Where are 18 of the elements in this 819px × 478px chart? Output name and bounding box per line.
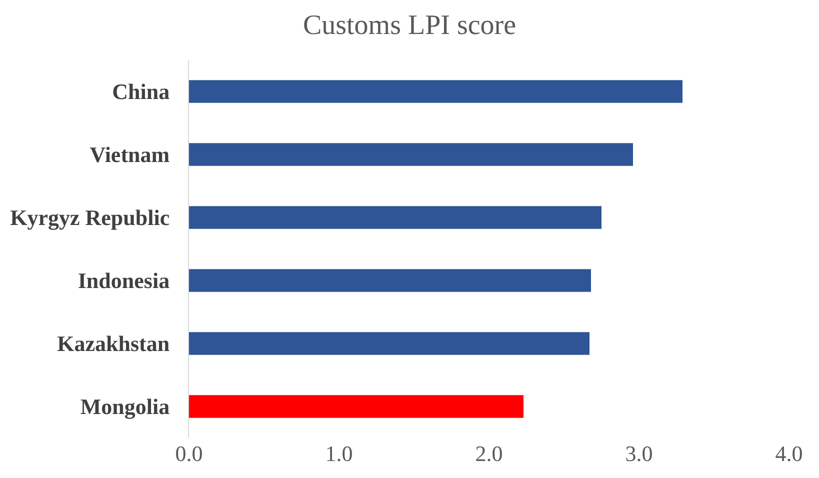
- y-tick-label: Vietnam: [90, 142, 170, 168]
- x-tick-label: 2.0: [475, 441, 503, 466]
- bar: [189, 80, 682, 103]
- x-tick-label: 3.0: [625, 441, 653, 466]
- bar: [189, 395, 524, 418]
- x-tick-label: 1.0: [325, 441, 353, 466]
- y-tick-label: Indonesia: [78, 268, 170, 294]
- y-tick-label: China: [112, 79, 170, 104]
- y-tick-label: Kyrgyz Republic: [10, 205, 170, 230]
- bar: [189, 206, 602, 229]
- y-tick-label: Mongolia: [80, 394, 170, 420]
- bar: [189, 332, 590, 355]
- y-tick-label: Kazakhstan: [57, 331, 170, 356]
- chart-title: Customs LPI score: [302, 10, 516, 41]
- x-tick-label: 4.0: [775, 441, 803, 466]
- bar: [189, 269, 591, 292]
- bar: [189, 143, 633, 166]
- x-tick-label: 0.0: [175, 441, 203, 466]
